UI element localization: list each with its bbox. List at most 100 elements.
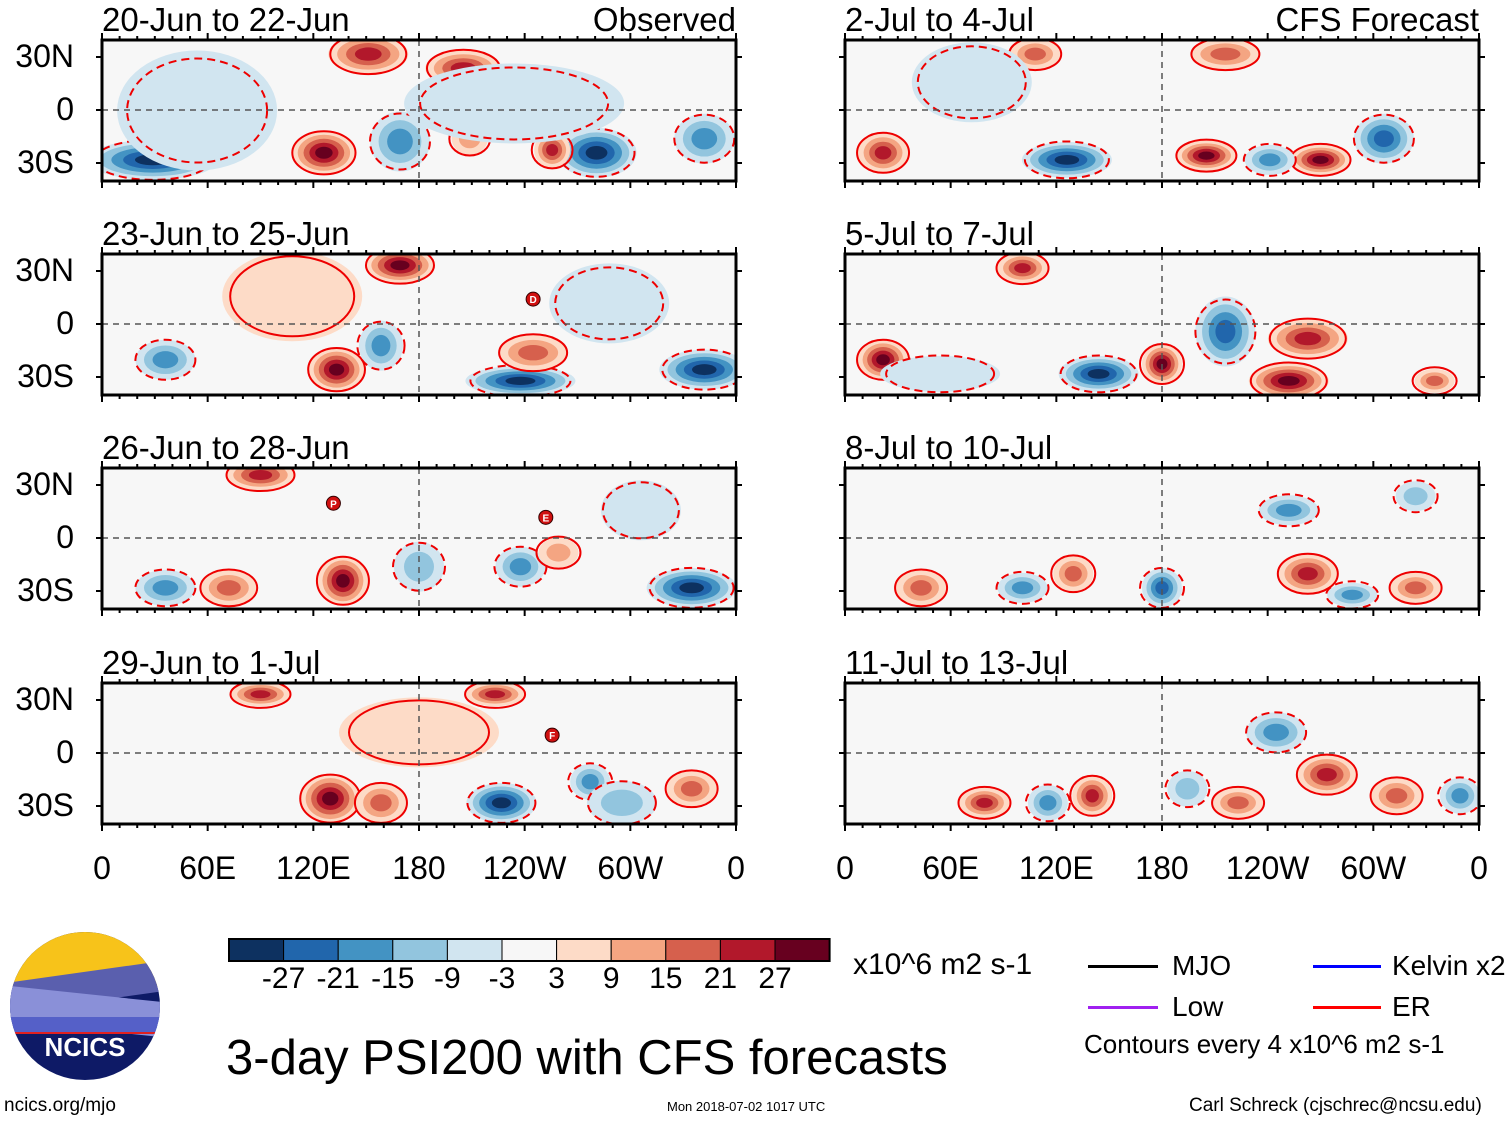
er-contour (1190, 40, 1261, 72)
er-contour (601, 481, 680, 540)
er-contour (329, 40, 408, 76)
map-panel: F (96, 676, 742, 831)
positive-anomaly (874, 146, 892, 160)
er-contour (957, 785, 1012, 820)
storm-letter: D (530, 295, 537, 306)
negative-anomaly (600, 789, 643, 817)
tropical-cyclone-icon: E (538, 509, 554, 525)
er-contour (1257, 493, 1320, 528)
positive-anomaly (1227, 796, 1249, 810)
positive-anomaly (1404, 581, 1427, 595)
lon-label: 0 (1470, 850, 1488, 886)
negative-anomaly (880, 355, 1001, 392)
lon-label: 120W (1225, 850, 1310, 886)
colorbar-swatch (392, 938, 448, 962)
legend-line-er (1313, 1006, 1381, 1009)
negative-anomaly (404, 63, 625, 144)
footer-author: Carl Schreck (cjschrec@ncsu.edu) (1189, 1095, 1482, 1116)
positive-anomaly (876, 354, 890, 366)
negative-anomaly (679, 582, 704, 594)
colorbar-swatch (337, 938, 394, 962)
negative-anomaly (581, 773, 599, 790)
positive-anomaly (518, 344, 549, 361)
lat-label: 30S (17, 787, 74, 823)
er-contour (856, 131, 911, 174)
lat-label: 0 (56, 305, 74, 341)
positive-anomaly (1277, 375, 1300, 386)
colorbar-swatch (228, 938, 285, 962)
negative-anomaly (1011, 581, 1034, 595)
er-contour (1242, 142, 1297, 177)
er-contour (1194, 298, 1257, 365)
negative-anomaly (1341, 589, 1363, 601)
main-title: 3-day PSI200 with CFS forecasts (226, 1031, 948, 1085)
positive-anomaly (1064, 566, 1082, 582)
ncics-logo: NCICS (10, 932, 160, 1080)
lon-label: 60E (179, 850, 237, 886)
er-contour (1050, 554, 1097, 594)
positive-anomaly (1085, 789, 1099, 803)
negative-anomaly (911, 42, 1032, 123)
colorbar-swatch (665, 938, 721, 962)
positive-anomaly (390, 260, 410, 271)
lon-label: 180 (392, 850, 446, 886)
negative-anomaly (117, 50, 278, 171)
colorbar-label: -3 (488, 962, 516, 995)
positive-anomaly (1014, 263, 1031, 274)
storm-letter: F (549, 731, 555, 742)
positive-anomaly (1210, 47, 1241, 61)
negative-anomaly (692, 364, 717, 376)
er-contour (664, 769, 719, 809)
positive-anomaly (354, 47, 382, 61)
lon-label: 120E (275, 850, 351, 886)
footer-timestamp: Mon 2018-07-02 1017 UTC (667, 1099, 826, 1114)
er-contour (199, 568, 259, 608)
er-contour (1369, 776, 1424, 816)
lon-label: 60E (922, 850, 980, 886)
lat-label: 0 (56, 519, 74, 555)
negative-anomaly (1155, 581, 1169, 595)
map-panel (839, 676, 1485, 831)
legend-label-er: ER (1392, 991, 1431, 1022)
lat-label: 0 (56, 734, 74, 770)
negative-anomaly (387, 128, 413, 155)
negative-anomaly (1403, 487, 1428, 506)
er-contour (1164, 769, 1211, 809)
legend-line-mjo (1088, 965, 1158, 968)
colorbar-swatch (774, 938, 831, 962)
er-contour (586, 780, 657, 824)
er-contour (673, 113, 736, 164)
positive-anomaly (1294, 331, 1322, 346)
panel-title: 20-Jun to 22-Jun (102, 1, 350, 38)
colorbar-swatch (556, 938, 612, 962)
panel-title: 5-Jul to 7-Jul (845, 215, 1034, 252)
colorbar-label: -9 (434, 962, 461, 995)
positive-anomaly (485, 690, 506, 699)
positive-anomaly (1426, 375, 1444, 387)
er-contour (661, 348, 736, 391)
colorbar-label: -21 (316, 962, 360, 995)
panel-title: 29-Jun to 1-Jul (102, 644, 321, 681)
er-contour (225, 468, 296, 493)
er-contour (469, 363, 572, 395)
legend-label-low: Low (1172, 991, 1224, 1022)
negative-anomaly (491, 797, 511, 809)
colorbar-swatch (610, 938, 667, 962)
negative-anomaly (505, 376, 536, 385)
negative-anomaly (152, 351, 179, 369)
positive-anomaly (910, 580, 932, 596)
er-contour (229, 683, 292, 709)
er-contour (535, 535, 582, 570)
er-contour (648, 566, 735, 609)
lat-label: 30N (15, 681, 74, 717)
storm-letter: P (330, 499, 337, 510)
colorbar-label: -15 (371, 962, 415, 995)
footer-url[interactable]: ncics.org/mjo (4, 1095, 116, 1116)
tropical-cyclone-icon: P (325, 495, 341, 511)
positive-anomaly (1198, 151, 1215, 160)
negative-anomaly (152, 580, 179, 596)
negative-anomaly (404, 551, 434, 582)
er-contour (995, 570, 1050, 605)
lat-label: 30S (17, 572, 74, 608)
